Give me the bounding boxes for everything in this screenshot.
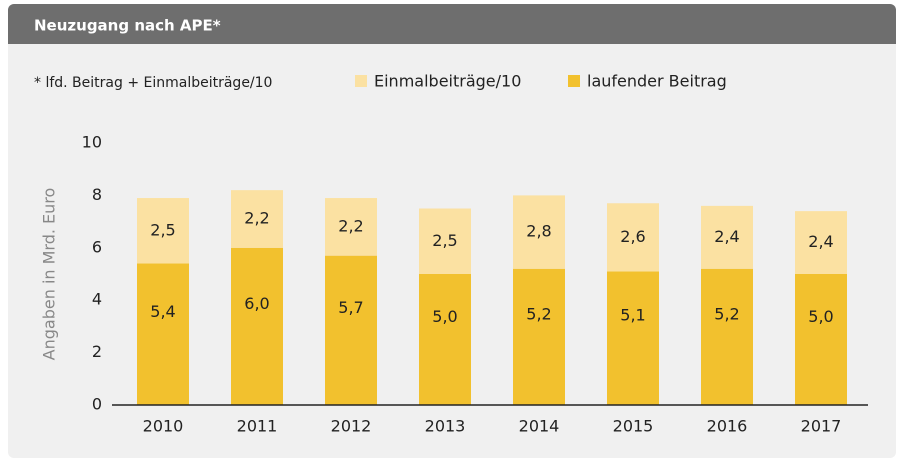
value-label: 2,4 [714,227,739,246]
header-bar [8,4,896,44]
bar-segment [795,274,847,405]
value-label: 2,2 [244,208,269,227]
legend-swatch [568,75,580,87]
legend-label: Einmalbeiträge/10 [374,72,521,91]
y-tick-label: 10 [82,133,102,152]
value-label: 2,6 [620,227,645,246]
bar-segment [419,274,471,405]
bar-segment [607,203,659,272]
x-tick-label: 2013 [425,417,466,436]
bar-segment [513,195,565,269]
y-tick-label: 2 [92,342,102,361]
value-label: 2,5 [150,220,175,239]
y-axis-label: Angaben in Mrd. Euro [40,188,59,361]
x-tick-label: 2011 [237,417,278,436]
x-tick-label: 2015 [613,417,654,436]
x-tick-label: 2017 [801,417,842,436]
value-label: 2,5 [432,231,457,250]
bar-segment [137,198,189,264]
value-label: 5,2 [714,304,739,323]
value-label: 6,0 [244,294,269,313]
x-tick-label: 2014 [519,417,560,436]
bar-segment [325,255,377,405]
value-label: 5,0 [432,307,457,326]
bar-segment [701,268,753,405]
value-label: 5,1 [620,306,645,325]
value-label: 5,2 [526,304,551,323]
bar-segment [607,271,659,405]
x-tick-label: 2016 [707,417,748,436]
bar-segment [231,247,283,405]
chart-title: Neuzugang nach APE* [34,17,221,35]
bar-segment [513,268,565,405]
y-tick-label: 4 [92,290,102,309]
bar-segment [419,208,471,274]
bar-segment [231,190,283,248]
bar-segment [795,211,847,274]
y-tick-label: 0 [92,395,102,414]
x-tick-label: 2012 [331,417,372,436]
legend-label: laufender Beitrag [587,72,727,91]
value-label: 5,7 [338,298,363,317]
y-tick-label: 6 [92,237,102,256]
legend-swatch [355,75,367,87]
bar-segment [701,205,753,269]
bar-segment [137,263,189,405]
value-label: 5,0 [808,307,833,326]
value-label: 2,4 [808,232,833,251]
x-tick-label: 2010 [143,417,184,436]
bar-segment [325,198,377,256]
y-tick-label: 8 [92,185,102,204]
value-label: 2,2 [338,216,363,235]
value-label: 2,8 [526,222,551,241]
value-label: 5,4 [150,302,175,321]
note: * lfd. Beitrag + Einmalbeiträge/10 [34,75,272,91]
